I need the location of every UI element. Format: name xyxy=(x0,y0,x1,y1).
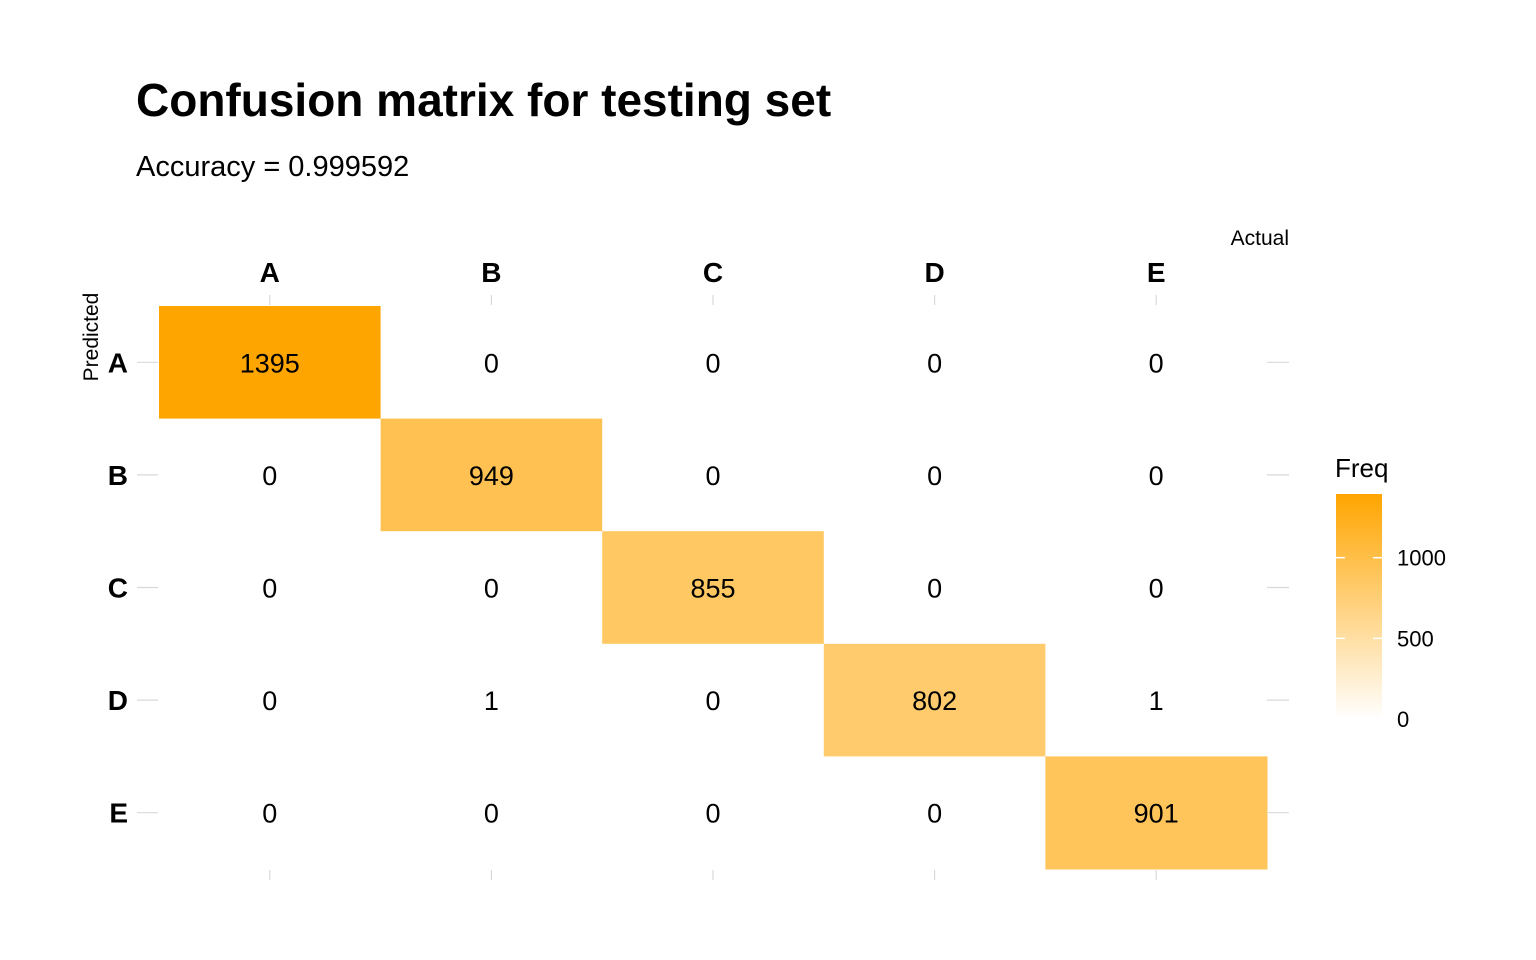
cell-value-label: 0 xyxy=(262,574,277,604)
heatmap-cell-C-B xyxy=(380,531,603,645)
cell-value-label: 0 xyxy=(1149,461,1164,491)
cell-value-label: 1 xyxy=(484,686,499,716)
cell-value-label: 0 xyxy=(927,799,942,829)
cell-value-label: 0 xyxy=(1149,574,1164,604)
cell-value-label: 901 xyxy=(1134,799,1179,829)
cell-value-label: 949 xyxy=(469,461,514,491)
cell-value-label: 802 xyxy=(912,686,957,716)
cell-value-label: 0 xyxy=(705,799,720,829)
heatmap-cell-A-B xyxy=(380,306,603,420)
x-tick-label: A xyxy=(260,257,280,288)
heatmap-cell-D-B xyxy=(380,643,603,757)
heatmap-cell-D-D xyxy=(823,643,1046,757)
legend-tick-label: 500 xyxy=(1397,626,1434,651)
legend-title: Freq xyxy=(1335,453,1388,483)
heatmap-cell-A-E xyxy=(1045,306,1268,420)
legend-tick-label: 1000 xyxy=(1397,546,1446,571)
heatmap-cell-E-D xyxy=(823,756,1046,870)
x-tick-label: C xyxy=(703,257,723,288)
cell-value-label: 0 xyxy=(927,348,942,378)
heatmap-cell-D-A xyxy=(159,643,382,757)
axis-ticks: A B C D E A B C D E xyxy=(108,257,1289,880)
y-tick-label: B xyxy=(108,460,128,491)
x-tick-label: B xyxy=(481,257,501,288)
cell-value-label: 855 xyxy=(690,574,735,604)
heatmap-cell-B-E xyxy=(1045,418,1268,532)
heatmap-cell-B-A xyxy=(159,418,382,532)
y-tick-label: A xyxy=(108,347,128,378)
heatmap-cell-E-B xyxy=(380,756,603,870)
cell-value-label: 0 xyxy=(705,348,720,378)
cell-value-label: 0 xyxy=(262,686,277,716)
cell-value-label: 0 xyxy=(1149,348,1164,378)
chart-title: Confusion matrix for testing set xyxy=(136,74,831,126)
chart-subtitle: Accuracy = 0.999592 xyxy=(136,151,409,183)
heatmap-cell-C-A xyxy=(159,531,382,645)
cell-value-label: 0 xyxy=(484,574,499,604)
heatmap-cell-E-A xyxy=(159,756,382,870)
heatmap-cell-A-D xyxy=(823,306,1046,420)
y-tick-label: E xyxy=(109,798,128,829)
cell-value-label: 0 xyxy=(484,799,499,829)
cell-value-label: 0 xyxy=(262,799,277,829)
heatmap-cell-E-E xyxy=(1045,756,1268,870)
cell-value-label: 1395 xyxy=(240,348,300,378)
cell-value-label: 0 xyxy=(705,686,720,716)
cell-value-label: 0 xyxy=(484,348,499,378)
cell-value-label: 1 xyxy=(1149,686,1164,716)
heatmap-cell-C-C xyxy=(602,531,825,645)
legend-tick-label: 0 xyxy=(1397,707,1409,732)
cell-value-label: 0 xyxy=(262,461,277,491)
heatmap-cell-A-C xyxy=(602,306,825,420)
y-axis-title: Predicted xyxy=(80,293,103,382)
heatmap-cell-D-E xyxy=(1045,643,1268,757)
heatmap-cell-C-D xyxy=(823,531,1046,645)
cell-value-label: 0 xyxy=(705,461,720,491)
x-tick-label: D xyxy=(924,257,944,288)
heatmap-cell-B-C xyxy=(602,418,825,532)
heatmap-cell-B-D xyxy=(823,418,1046,532)
cell-value-label: 0 xyxy=(927,574,942,604)
heatmap-cell-E-C xyxy=(602,756,825,870)
cell-value-label: 0 xyxy=(927,461,942,491)
x-tick-label: E xyxy=(1147,257,1166,288)
legend-color-bar xyxy=(1336,494,1382,719)
heatmap-cell-C-E xyxy=(1045,531,1268,645)
heatmap-cell-A-A xyxy=(159,306,382,420)
freq-legend: Freq 0 500 1000 xyxy=(1335,453,1446,732)
heatmap-cell-B-B xyxy=(380,418,603,532)
y-tick-label: C xyxy=(108,573,128,604)
y-tick-label: D xyxy=(108,685,128,716)
heatmap-cell-D-C xyxy=(602,643,825,757)
x-axis-title: Actual xyxy=(1231,227,1289,250)
heatmap-cells: 1395 0 0 0 0 0 949 0 0 0 0 0 855 0 0 0 1 0 802 1 0 0 0 0 901 xyxy=(159,306,1268,870)
